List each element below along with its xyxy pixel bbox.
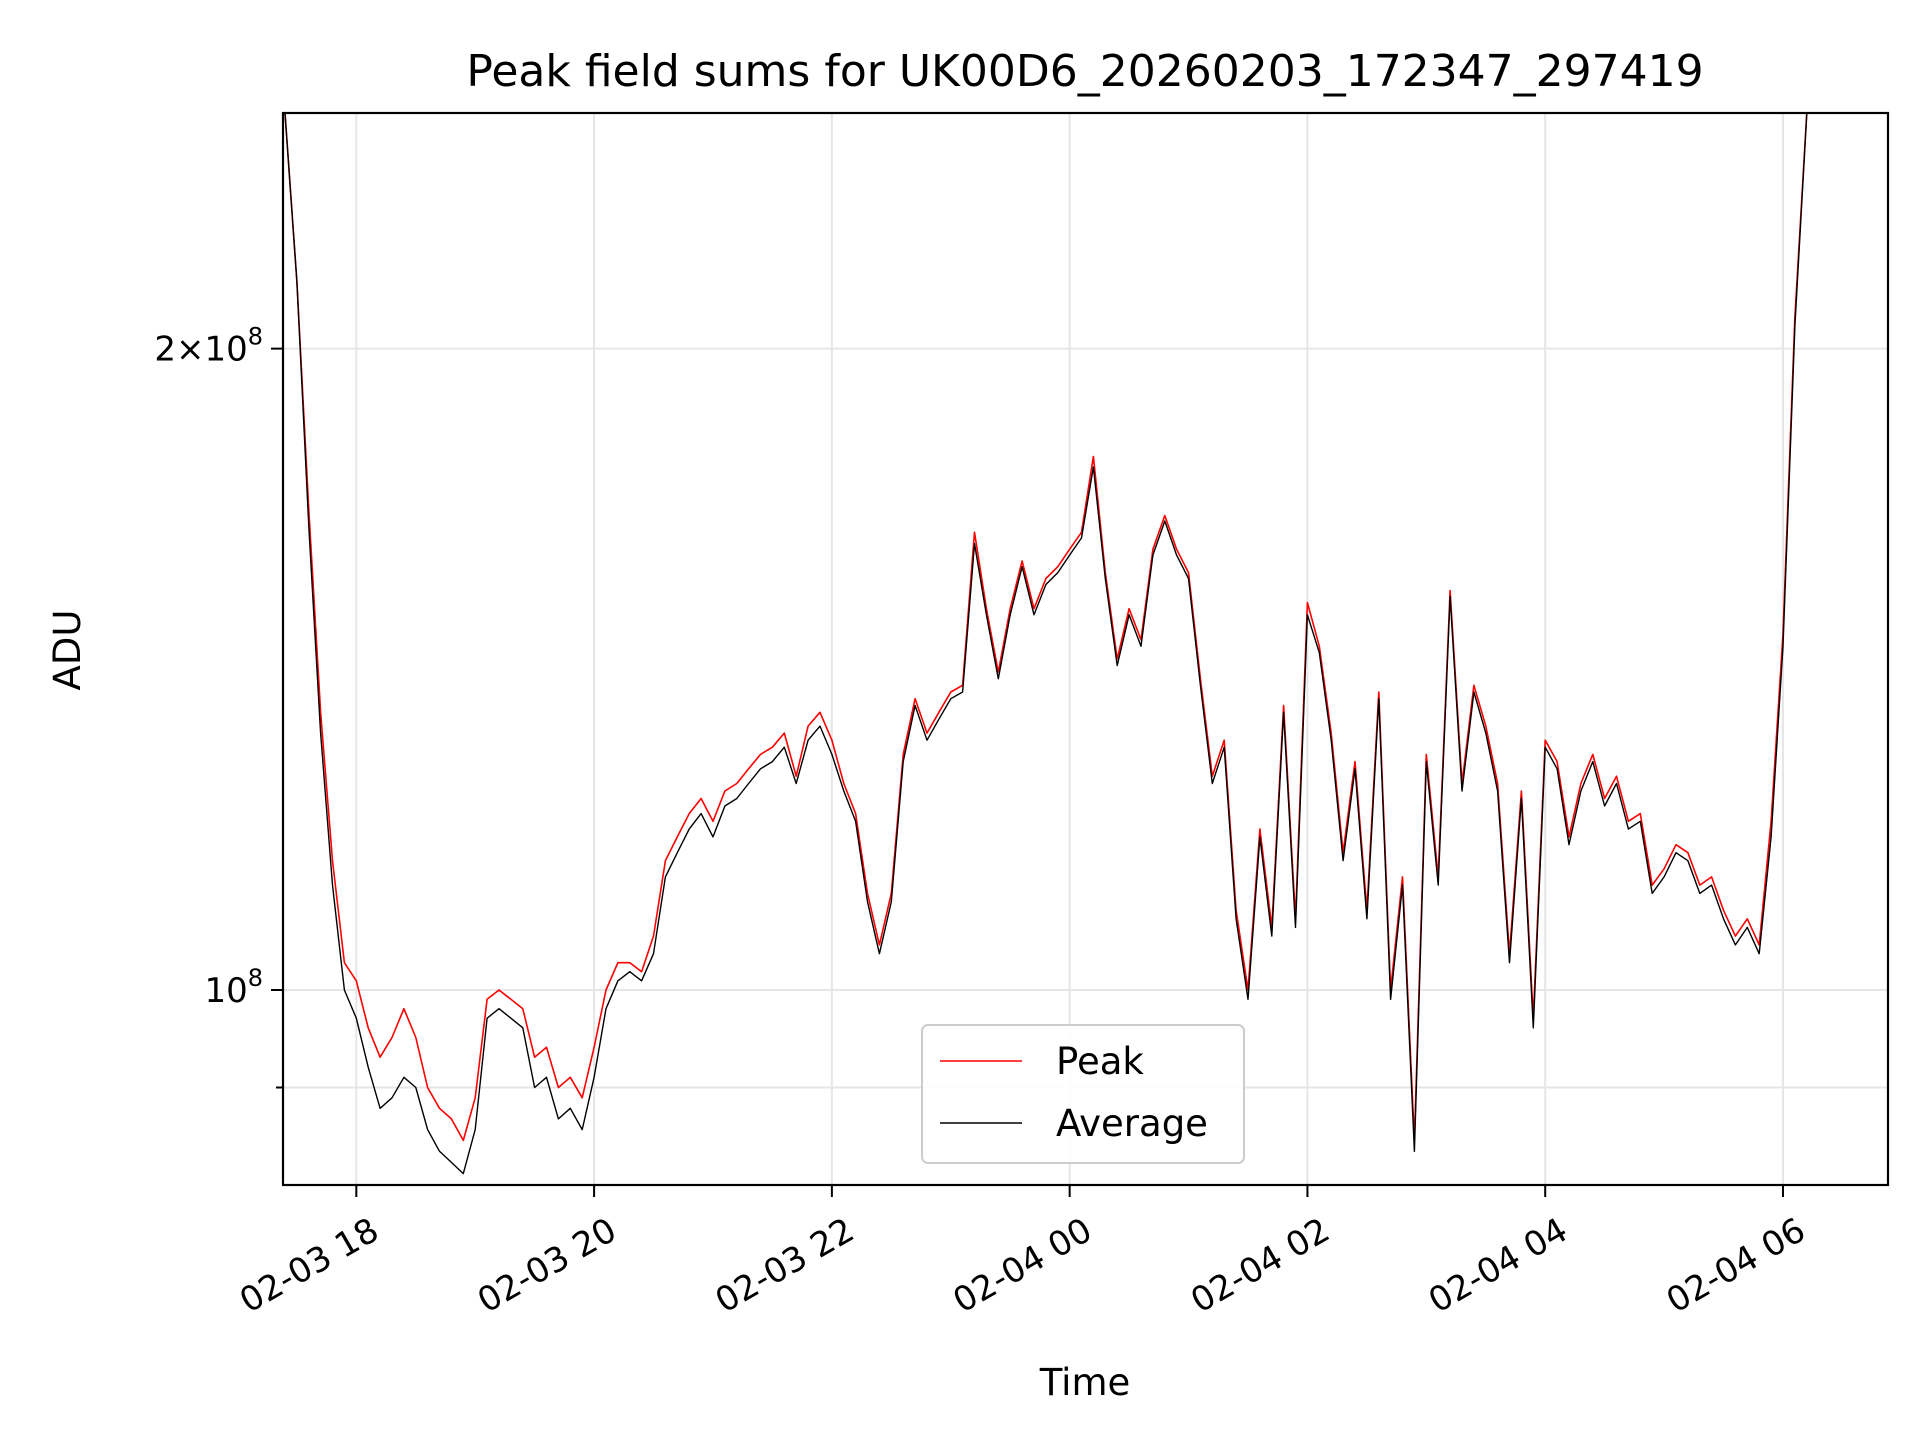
- series-line-peak: [284, 113, 1808, 1142]
- x-tick-label: 02-04 06: [1660, 1210, 1812, 1321]
- x-tick-label: 02-04 00: [947, 1210, 1099, 1321]
- plot-series: [284, 113, 1808, 1175]
- x-tick-label: 02-04 04: [1422, 1210, 1574, 1321]
- y-axis-label: ADU: [46, 610, 89, 691]
- x-tick-label: 02-04 02: [1184, 1210, 1336, 1321]
- x-tick-label: 02-03 22: [709, 1210, 861, 1321]
- x-tick-label: 02-03 20: [471, 1210, 623, 1321]
- axis-ticks: 02-03 18 02-03 20 02-03 22 02-04 00 02-04 02…: [154, 323, 1812, 1322]
- legend-label-average: Average: [1056, 1102, 1208, 1145]
- legend-box: [921, 1024, 1245, 1164]
- y-tick-label: 108: [204, 964, 263, 1011]
- y-tick-label: 2×108: [154, 323, 263, 370]
- grid-lines: [283, 113, 1888, 1185]
- plot-frame: [281, 111, 1890, 1187]
- x-tick-label: 02-03 18: [233, 1210, 385, 1321]
- series-line-average: [284, 113, 1808, 1175]
- legend-label-peak: Peak: [1056, 1040, 1144, 1083]
- chart-title: Peak field sums for UK00D6_20260203_1723…: [466, 46, 1703, 97]
- x-axis-label: Time: [1039, 1361, 1131, 1404]
- legend: Peak Average: [921, 1024, 1245, 1164]
